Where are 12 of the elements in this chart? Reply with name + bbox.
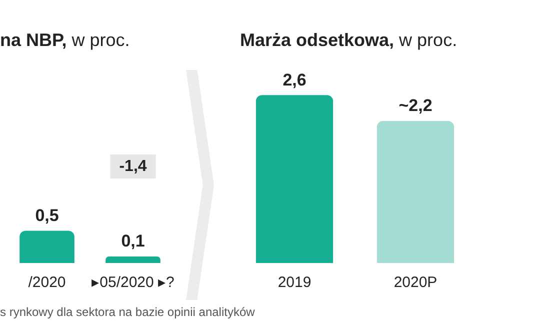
x-tick-label: 2020P	[394, 274, 438, 292]
chart-title: Marża odsetkowa, w proc.	[240, 30, 458, 51]
data-label: 0,5	[35, 206, 59, 225]
x-tick-label: ▸05/2020 ▸?	[92, 274, 174, 292]
x-tick-label: /2020	[28, 274, 66, 292]
x-tick-label: 2019	[278, 274, 312, 292]
data-label: 2,6	[282, 70, 306, 90]
data-label: 0,1	[121, 232, 145, 251]
chart-title: na NBP, w proc.	[0, 30, 130, 51]
text: s rynkowy dla sektora na bazie opinii analityków	[0, 305, 255, 319]
text: -1,4	[119, 158, 147, 175]
data-label: ~2,2	[398, 96, 432, 116]
